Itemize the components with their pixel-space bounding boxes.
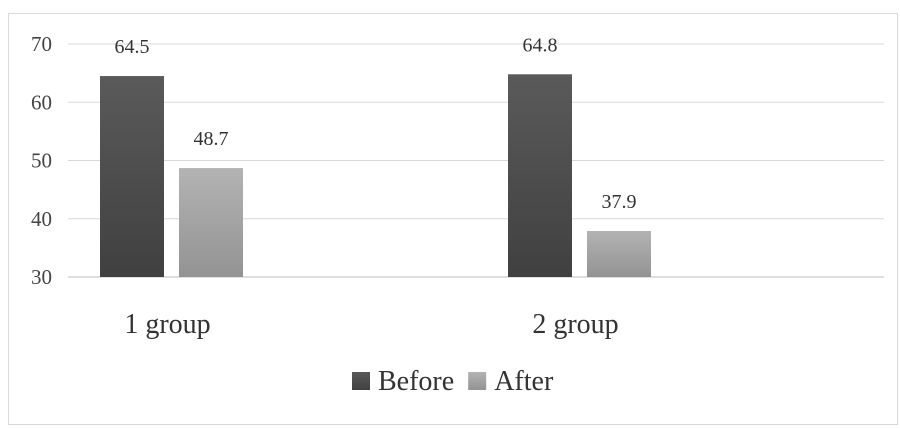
bar-after-2 <box>587 230 651 277</box>
legend: Before After <box>352 366 554 397</box>
bars <box>100 74 651 277</box>
data-label: 37.9 <box>602 191 637 213</box>
bar-after-1 <box>179 168 243 277</box>
legend-swatch-before <box>352 372 370 390</box>
y-tick-label: 60 <box>31 90 52 114</box>
x-axis-categories: 1 group 2 group <box>124 309 618 340</box>
bar-before-2 <box>508 74 572 277</box>
legend-label-after: After <box>494 366 554 397</box>
data-labels: 64.5 48.7 64.8 37.9 <box>115 34 637 213</box>
legend-label-before: Before <box>378 366 454 397</box>
y-tick-label: 30 <box>31 265 52 289</box>
category-label: 1 group <box>124 309 210 340</box>
bar-before-1 <box>100 76 164 277</box>
y-tick-label: 50 <box>31 149 52 173</box>
y-axis-ticks: 30 40 50 60 70 <box>31 32 52 289</box>
data-label: 64.5 <box>115 36 150 58</box>
category-label: 2 group <box>532 309 618 340</box>
data-label: 48.7 <box>194 128 229 150</box>
data-label: 64.8 <box>523 34 558 56</box>
y-tick-label: 40 <box>31 207 52 231</box>
y-tick-label: 70 <box>31 32 52 56</box>
legend-swatch-after <box>468 372 487 390</box>
